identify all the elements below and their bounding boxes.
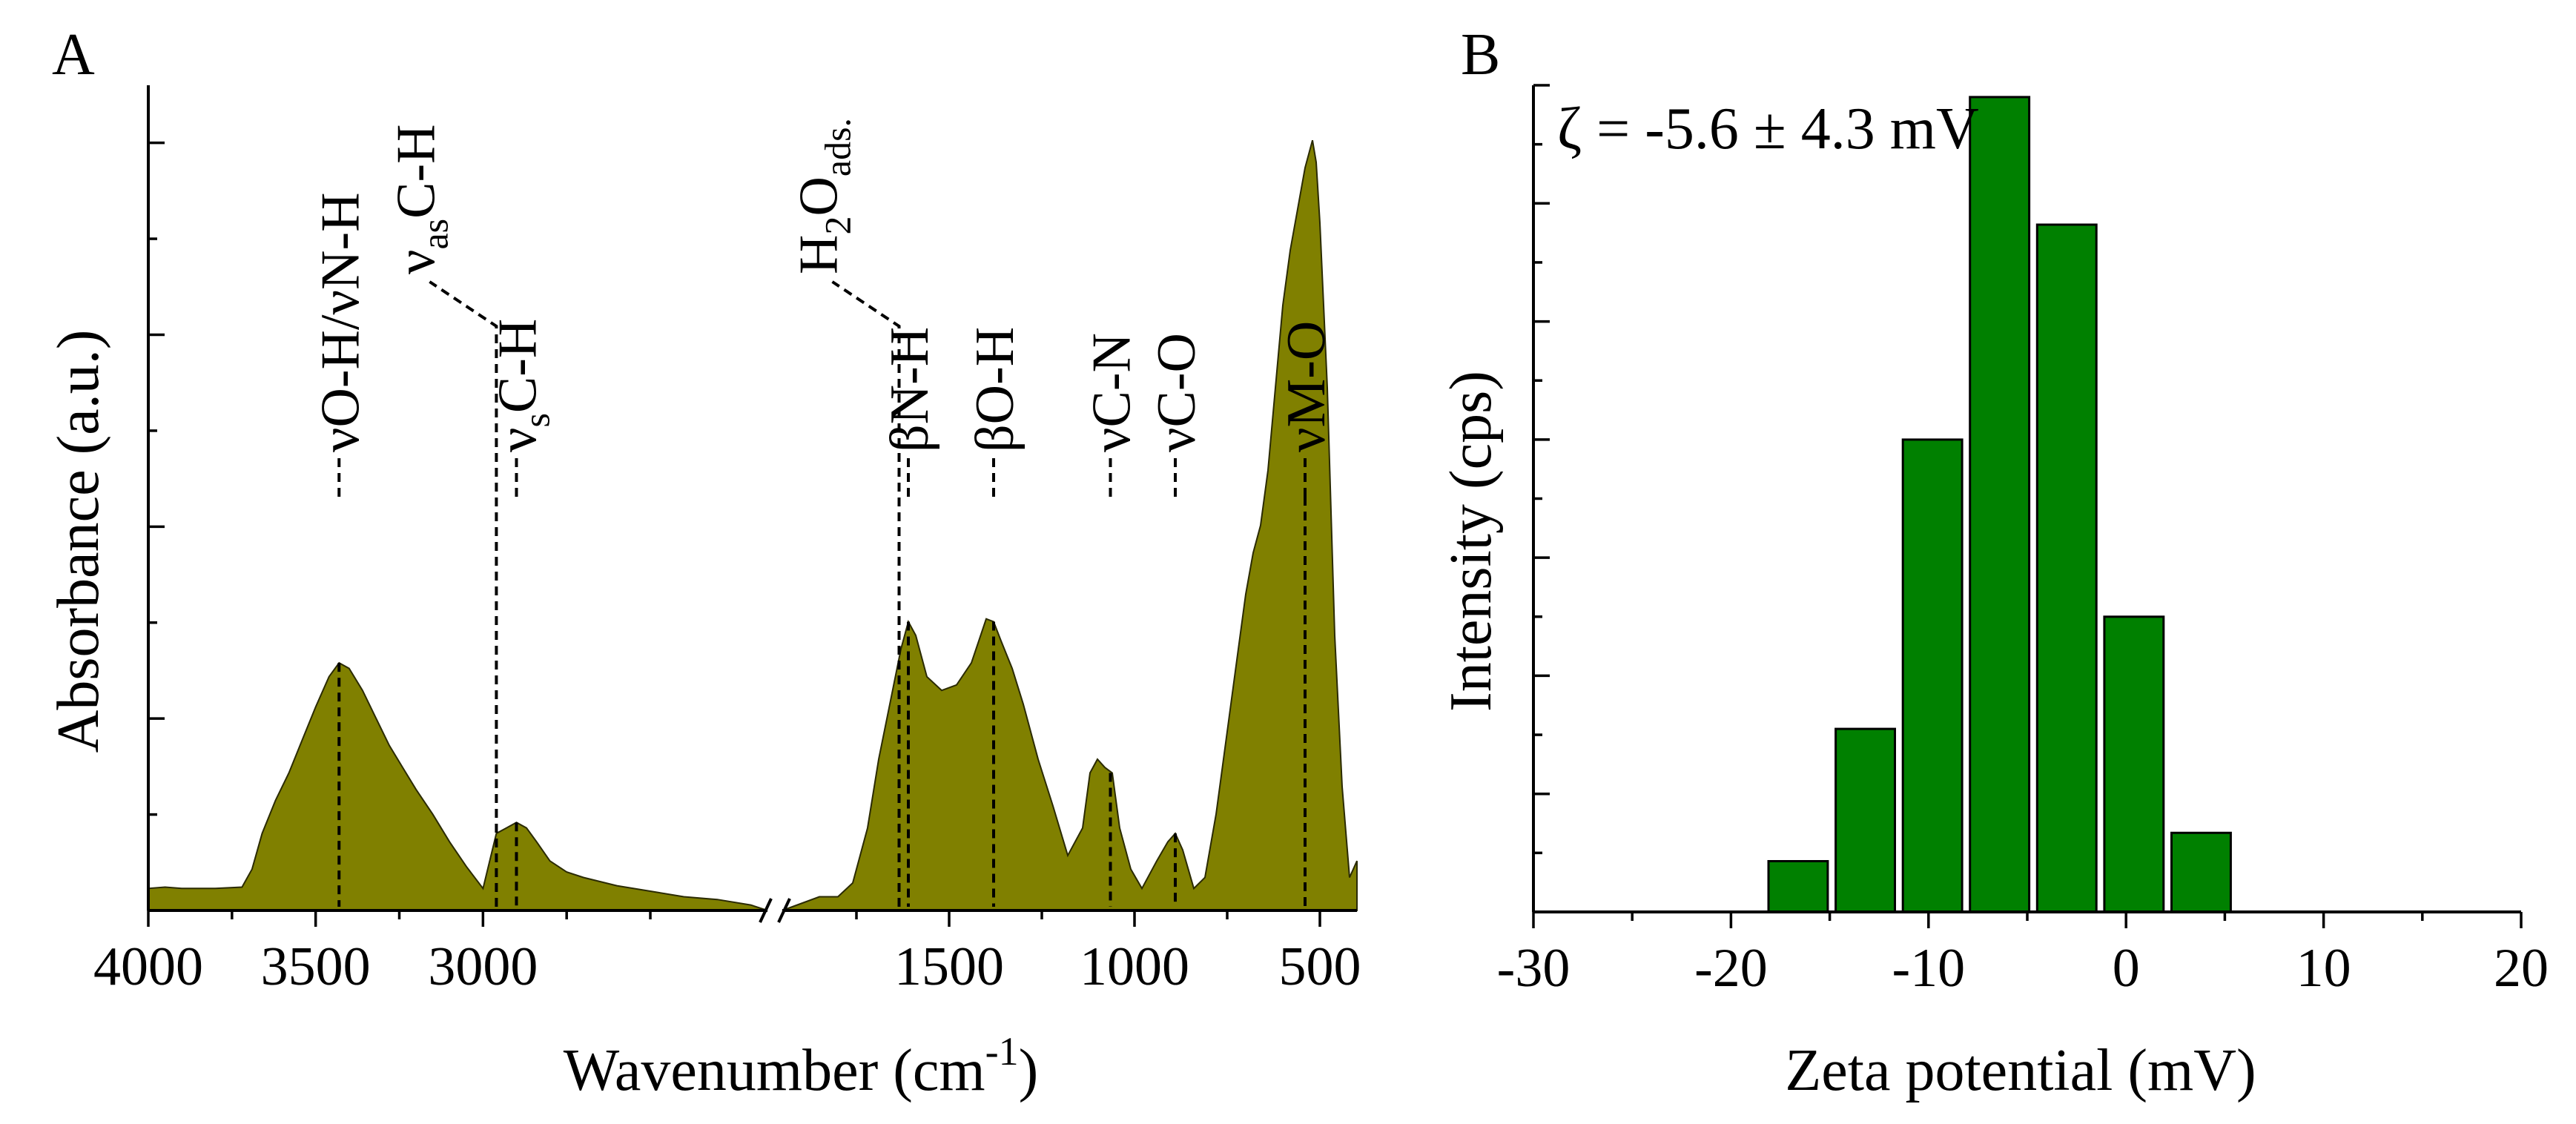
annotation-5: βN-H xyxy=(879,327,940,907)
annotation-label: νC-N xyxy=(1082,333,1143,452)
bar-4 xyxy=(1969,96,2031,913)
bar-2 xyxy=(1834,727,1897,913)
annotation-label: νasC-H xyxy=(386,124,455,274)
bar-5 xyxy=(2035,223,2098,913)
panel-a-x-tick-label: 4000 xyxy=(93,936,203,997)
annotation-1: νO-H/νN-H xyxy=(310,192,371,907)
panel-b-annotation: ζ = -5.6 ± 4.3 mV xyxy=(1557,96,1979,162)
annotation-label: βO-H xyxy=(965,327,1026,452)
panel-b-ticks: -30 -20 -10 0 10 20 xyxy=(1497,84,2549,999)
annotation-label: νsC-H xyxy=(487,319,557,452)
panel-a-spectrum xyxy=(148,139,1358,911)
panel-b-x-tick-label: 0 xyxy=(2113,938,2140,999)
bar-3 xyxy=(1901,438,1964,913)
panel-a-axes xyxy=(147,85,1357,923)
panel-b: B -30 -20 -10 0 10 20 ζ = -5.6 ± 4.3 mV Inten… xyxy=(1439,22,2549,1103)
panel-b-label: B xyxy=(1461,22,1500,87)
panel-b-x-tick-label: -10 xyxy=(1892,938,1965,999)
panel-a-x-tick-label: 3000 xyxy=(428,936,538,997)
spectrum-area-segment-1 xyxy=(148,661,768,911)
x-axis-label-exponent: -1 xyxy=(985,1029,1019,1074)
annotation-6: βO-H xyxy=(965,327,1026,907)
panel-a-label: A xyxy=(52,22,95,87)
panel-b-x-tick-label: -30 xyxy=(1497,938,1571,999)
panel-b-x-axis-label: Zeta potential (mV) xyxy=(1785,1038,2256,1103)
annotation-guide xyxy=(429,280,498,907)
annotation-label: νC-O xyxy=(1146,333,1207,452)
bar-7 xyxy=(2170,831,2232,913)
axis-break-mark-1 xyxy=(759,898,773,923)
panel-b-x-tick-label: 20 xyxy=(2494,938,2549,999)
panel-a-y-axis-label: Absorbance (a.u.) xyxy=(46,330,111,753)
panel-a-x-axis-label: Wavenumber (cm-1) xyxy=(564,1029,1039,1103)
annotation-7: νC-N xyxy=(1082,333,1143,907)
bar-1 xyxy=(1767,860,1829,913)
annotation-label: βN-H xyxy=(879,327,940,452)
spectrum-area-segment-2 xyxy=(782,139,1358,911)
panel-a-x-tick-label: 1500 xyxy=(894,936,1004,997)
annotation-guide xyxy=(831,280,901,907)
panel-b-x-tick-label: -20 xyxy=(1694,938,1768,999)
annotation-label: H2Oads. xyxy=(789,118,859,274)
annotation-4: H2Oads. xyxy=(789,118,901,907)
x-axis-label-tail: ) xyxy=(1019,1038,1039,1103)
panel-b-bars xyxy=(1767,96,2232,913)
annotation-label: νM-O xyxy=(1276,321,1337,452)
annotation-label: νO-H/νN-H xyxy=(310,192,371,452)
panel-a-x-tick-label: 500 xyxy=(1279,936,1361,997)
panel-b-x-tick-label: 10 xyxy=(2296,938,2351,999)
axis-break-mark-2 xyxy=(777,898,791,923)
x-axis-label-main: Wavenumber (cm xyxy=(564,1038,985,1103)
bar-6 xyxy=(2103,615,2165,913)
annotation-9: νM-O xyxy=(1276,321,1337,907)
panel-b-y-axis-label: Intensity (cps) xyxy=(1439,371,1504,712)
annotation-8: νC-O xyxy=(1146,333,1207,907)
panel-a: A 4000 3500 3000 1500 1000 500 νO-H/νN-H νasC-… xyxy=(46,22,1361,1103)
panel-a-x-tick-label: 1000 xyxy=(1080,936,1189,997)
panel-a-x-tick-label: 3500 xyxy=(261,936,371,997)
annotation-2: νasC-H xyxy=(386,124,498,907)
panel-a-ticks: 4000 3500 3000 1500 1000 500 xyxy=(93,141,1361,997)
annotation-3: νsC-H xyxy=(487,319,557,907)
